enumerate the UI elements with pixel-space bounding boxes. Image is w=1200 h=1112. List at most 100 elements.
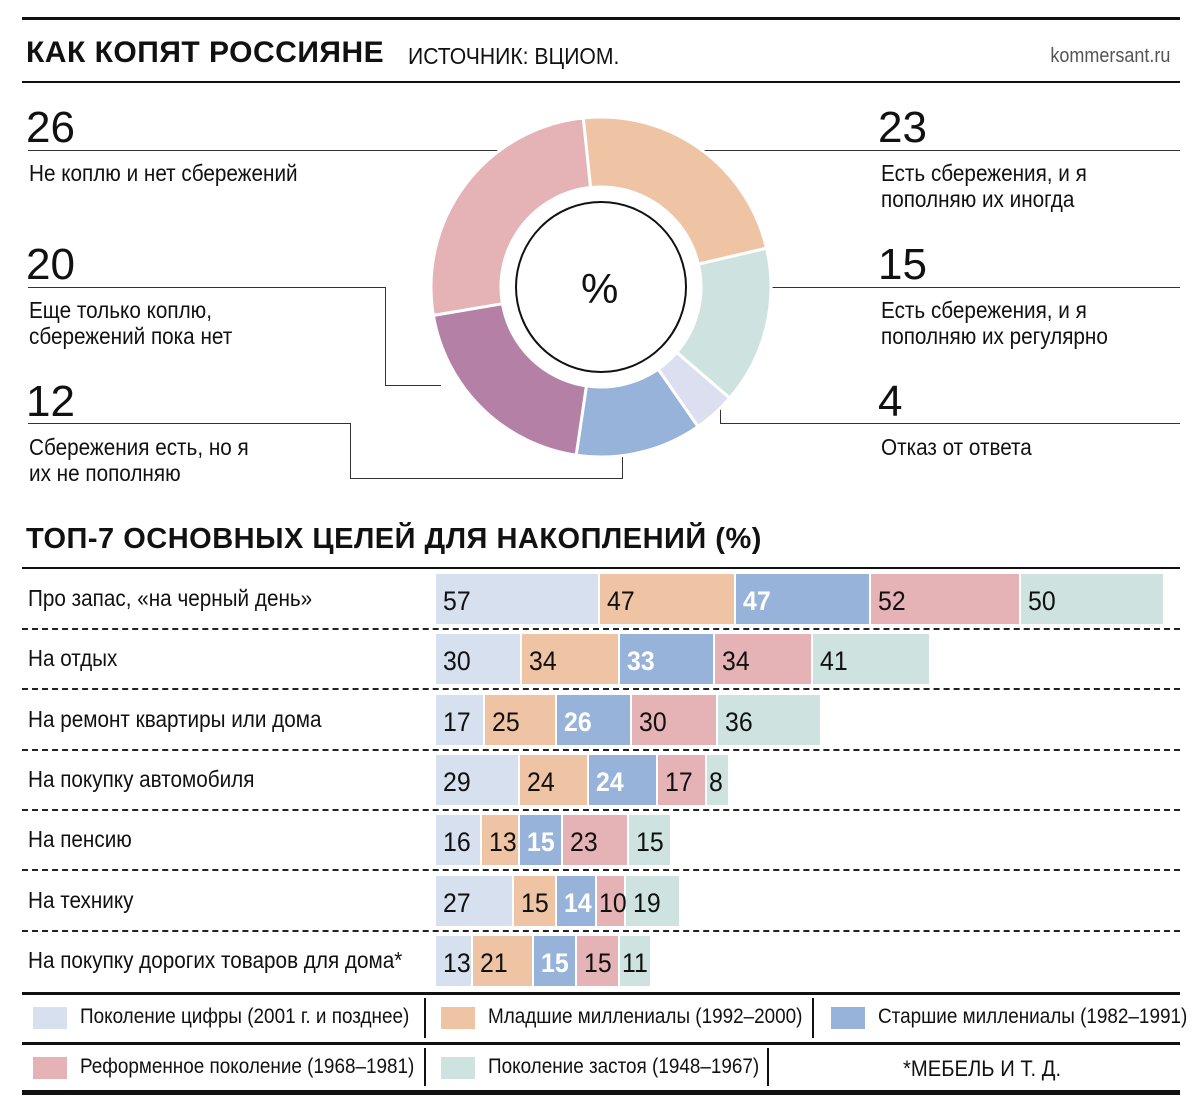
bar-segment: 17 xyxy=(436,694,485,745)
divider xyxy=(812,998,814,1038)
bar-segment: 24 xyxy=(519,754,589,805)
bar-value-label: 19 xyxy=(633,887,661,918)
donut-center-circle xyxy=(515,201,687,373)
bar-segment: 14 xyxy=(556,875,598,926)
bar-segment: 47 xyxy=(600,574,736,624)
leader-line xyxy=(28,287,385,288)
bar-value-label: 15 xyxy=(520,887,549,918)
legend-swatch xyxy=(33,1057,67,1079)
bar-value-label: 50 xyxy=(1027,586,1056,616)
leader-line xyxy=(28,150,498,151)
bar-segment: 34 xyxy=(522,634,621,685)
bar-value-label: 30 xyxy=(443,646,471,677)
bar-segment: 30 xyxy=(436,634,523,685)
bottom-rule xyxy=(22,1090,1180,1095)
bar-segment: 24 xyxy=(588,754,658,805)
bar-segment: 15 xyxy=(577,935,621,986)
legend-label: Реформенное поколение (1968–1981) xyxy=(80,1055,415,1078)
bar-value-label: 24 xyxy=(526,766,555,797)
legend-rule xyxy=(22,1042,1180,1045)
bar-value-label: 15 xyxy=(526,827,555,858)
slice-value: 15 xyxy=(878,240,927,289)
donut-slice xyxy=(581,115,769,266)
bar-segment: 41 xyxy=(813,634,932,685)
slice-label: Есть сбережения, и я пополняю их регуляр… xyxy=(881,297,1108,349)
leader-line xyxy=(700,150,1180,151)
bar-value-label: 30 xyxy=(638,706,667,737)
bar-segment: 19 xyxy=(626,875,681,926)
bar-segment: 11 xyxy=(620,935,652,986)
bar-segment: 13 xyxy=(436,935,474,986)
bar-value-label: 11 xyxy=(622,947,649,978)
category-label: На покупку дорогих товаров для дома* xyxy=(28,946,403,973)
bar-value-label: 52 xyxy=(877,586,906,616)
category-label: На отдых xyxy=(28,645,118,672)
bar-value-label: 21 xyxy=(480,947,509,978)
category-label: На ремонт квартиры или дома xyxy=(28,705,322,732)
bar-value-label: 14 xyxy=(563,887,592,918)
bar-value-label: 15 xyxy=(540,947,569,978)
bar-segment: 30 xyxy=(631,694,719,745)
bar-segment: 10 xyxy=(597,875,627,926)
section-title: ТОП-7 ОСНОВНЫХ ЦЕЛЕЙ ДЛЯ НАКОПЛЕНИЙ (%) xyxy=(26,523,762,555)
bar-value-label: 8 xyxy=(708,766,723,797)
row-separator xyxy=(22,929,1180,932)
slice-label: Есть сбережения, и я пополняю их иногда xyxy=(881,160,1087,212)
bar-value-label: 17 xyxy=(664,766,693,797)
slice-value: 20 xyxy=(26,240,75,289)
legend-label: Старшие миллениалы (1982–1991) xyxy=(878,1005,1188,1028)
legend-label: Поколение цифры (2001 г. и позднее) xyxy=(80,1005,410,1028)
slice-value: 4 xyxy=(878,377,903,426)
row-separator xyxy=(22,869,1180,872)
bar-segment: 23 xyxy=(562,815,629,866)
bar-segment: 34 xyxy=(715,634,814,685)
row-separator xyxy=(22,628,1180,630)
donut-slice xyxy=(429,116,593,318)
donut-center-label: % xyxy=(581,265,619,312)
bar-value-label: 27 xyxy=(443,887,471,918)
leader-line xyxy=(622,455,623,479)
bar-segment: 15 xyxy=(533,935,578,986)
bar-segment: 15 xyxy=(628,815,673,866)
bar-value-label: 17 xyxy=(443,706,471,737)
source: ИСТОЧНИК: ВЦИОМ. xyxy=(408,43,620,69)
bar-value-label: 36 xyxy=(725,706,753,737)
bar-value-label: 10 xyxy=(599,887,627,918)
category-label: На технику xyxy=(28,886,134,913)
bar-value-label: 34 xyxy=(529,646,558,677)
slice-label: Сбережения есть, но я их не пополняю xyxy=(29,434,249,486)
legend-label: Младшие миллениалы (1992–2000) xyxy=(488,1005,803,1028)
row-separator xyxy=(22,808,1180,811)
slice-label: Не коплю и нет сбережений xyxy=(29,160,298,186)
bar-segment: 33 xyxy=(620,634,716,685)
bar-segment: 21 xyxy=(473,935,534,986)
bar-value-label: 47 xyxy=(742,586,771,616)
legend-rule xyxy=(22,992,1180,995)
category-label: Про запас, «на черный день» xyxy=(28,585,313,611)
leader-line xyxy=(350,423,351,478)
bar-value-label: 41 xyxy=(820,646,848,677)
bar-value-label: 34 xyxy=(722,646,751,677)
bar-segment: 26 xyxy=(556,694,632,745)
bar-segment: 15 xyxy=(513,875,557,926)
row-separator xyxy=(22,748,1180,751)
bar-value-label: 23 xyxy=(569,827,598,858)
site-link[interactable]: kommersant.ru xyxy=(1049,45,1170,67)
slice-value: 12 xyxy=(26,377,75,426)
bar-segment: 27 xyxy=(436,875,514,926)
bar-segment: 57 xyxy=(436,574,601,624)
legend-swatch xyxy=(831,1007,865,1029)
bar-segment: 25 xyxy=(484,694,557,745)
slice-value: 23 xyxy=(878,103,927,152)
row-separator xyxy=(22,688,1180,691)
donut-chart xyxy=(429,115,773,459)
slice-label: Отказ от ответа xyxy=(881,434,1032,460)
bar-value-label: 13 xyxy=(489,827,517,858)
divider xyxy=(424,1048,426,1086)
bar-segment: 8 xyxy=(706,754,730,805)
leader-line xyxy=(28,423,350,424)
legend-swatch xyxy=(441,1007,475,1029)
footnote: *МЕБЕЛЬ И Т. Д. xyxy=(903,1056,1062,1081)
bar-value-label: 24 xyxy=(595,766,624,797)
bar-value-label: 47 xyxy=(607,586,635,616)
